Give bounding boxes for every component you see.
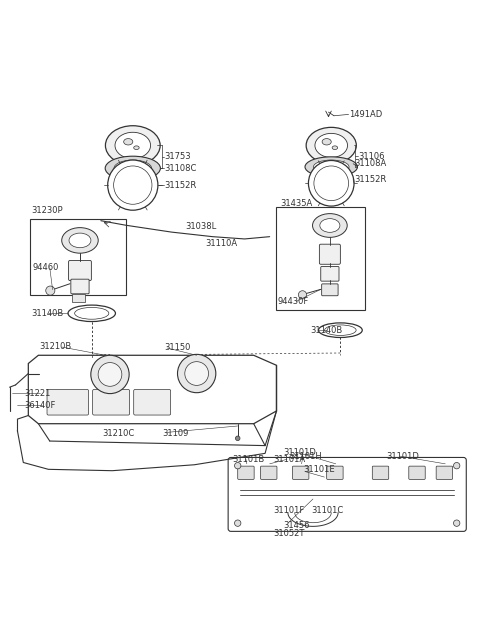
Bar: [276, 207, 365, 310]
Ellipse shape: [69, 233, 91, 248]
FancyBboxPatch shape: [409, 466, 425, 479]
Text: 31052T: 31052T: [273, 529, 305, 537]
Ellipse shape: [322, 139, 331, 145]
Text: 31140B: 31140B: [31, 309, 63, 318]
Ellipse shape: [106, 126, 160, 165]
Circle shape: [91, 355, 129, 394]
Text: 31101F: 31101F: [273, 506, 304, 515]
Bar: [30, 219, 126, 294]
FancyBboxPatch shape: [71, 279, 89, 294]
Ellipse shape: [68, 305, 116, 322]
Text: 31101D: 31101D: [283, 448, 316, 457]
Ellipse shape: [306, 127, 356, 163]
Text: 31221: 31221: [24, 389, 51, 398]
FancyBboxPatch shape: [261, 466, 277, 479]
Ellipse shape: [114, 160, 152, 177]
FancyBboxPatch shape: [93, 389, 130, 415]
FancyBboxPatch shape: [322, 284, 338, 296]
Circle shape: [178, 354, 216, 392]
Circle shape: [185, 361, 208, 385]
Text: 31435A: 31435A: [280, 199, 312, 208]
Circle shape: [235, 463, 241, 469]
Circle shape: [108, 160, 158, 210]
Ellipse shape: [305, 157, 358, 177]
Text: 31456: 31456: [283, 521, 310, 530]
Ellipse shape: [62, 228, 98, 253]
Text: 31101A: 31101A: [273, 454, 305, 464]
Text: 94460: 94460: [33, 263, 59, 272]
Text: 31101H: 31101H: [289, 451, 322, 461]
FancyBboxPatch shape: [319, 244, 340, 264]
Text: 31108A: 31108A: [354, 159, 386, 168]
Circle shape: [98, 363, 122, 386]
FancyBboxPatch shape: [372, 466, 389, 479]
FancyBboxPatch shape: [238, 466, 254, 479]
Ellipse shape: [105, 156, 160, 180]
Text: 94430F: 94430F: [278, 297, 309, 306]
Ellipse shape: [124, 139, 133, 145]
Circle shape: [299, 291, 307, 299]
Circle shape: [454, 520, 460, 527]
Ellipse shape: [324, 325, 356, 335]
FancyBboxPatch shape: [72, 294, 85, 302]
Ellipse shape: [320, 218, 340, 232]
Polygon shape: [28, 355, 276, 423]
Ellipse shape: [318, 323, 362, 337]
Circle shape: [314, 166, 348, 201]
Circle shape: [235, 436, 240, 441]
FancyBboxPatch shape: [327, 466, 343, 479]
Ellipse shape: [313, 160, 349, 173]
Text: 31152R: 31152R: [165, 180, 197, 190]
Circle shape: [454, 463, 460, 469]
Text: 31108C: 31108C: [165, 164, 197, 173]
Ellipse shape: [315, 134, 348, 158]
Text: 31150: 31150: [165, 342, 191, 351]
FancyBboxPatch shape: [436, 466, 453, 479]
Circle shape: [114, 166, 152, 204]
Text: 31101D: 31101D: [386, 451, 419, 461]
Text: 31152R: 31152R: [354, 175, 386, 184]
Text: 31753: 31753: [165, 153, 192, 161]
FancyBboxPatch shape: [321, 266, 339, 281]
Text: 31230P: 31230P: [32, 206, 63, 215]
Text: 31109: 31109: [162, 429, 189, 438]
Text: 31038L: 31038L: [185, 222, 216, 230]
FancyBboxPatch shape: [47, 389, 88, 415]
Ellipse shape: [134, 146, 139, 149]
Ellipse shape: [312, 213, 347, 237]
Text: 31210B: 31210B: [39, 342, 72, 351]
Text: 31101C: 31101C: [312, 506, 344, 515]
Text: 31140B: 31140B: [310, 326, 342, 335]
Circle shape: [46, 286, 55, 295]
Circle shape: [235, 520, 241, 527]
FancyBboxPatch shape: [69, 260, 91, 280]
Circle shape: [309, 161, 354, 206]
Text: 31210C: 31210C: [102, 429, 134, 438]
Text: 31101E: 31101E: [303, 465, 335, 474]
Ellipse shape: [75, 308, 109, 319]
Text: 31101B: 31101B: [232, 454, 264, 464]
FancyBboxPatch shape: [134, 389, 171, 415]
Ellipse shape: [332, 146, 337, 149]
FancyBboxPatch shape: [228, 458, 466, 531]
Text: 31110A: 31110A: [206, 239, 238, 248]
FancyBboxPatch shape: [292, 466, 309, 479]
Ellipse shape: [115, 132, 151, 158]
Text: 36140F: 36140F: [24, 401, 56, 410]
Text: 31106: 31106: [359, 152, 385, 161]
Text: 1491AD: 1491AD: [349, 110, 383, 119]
